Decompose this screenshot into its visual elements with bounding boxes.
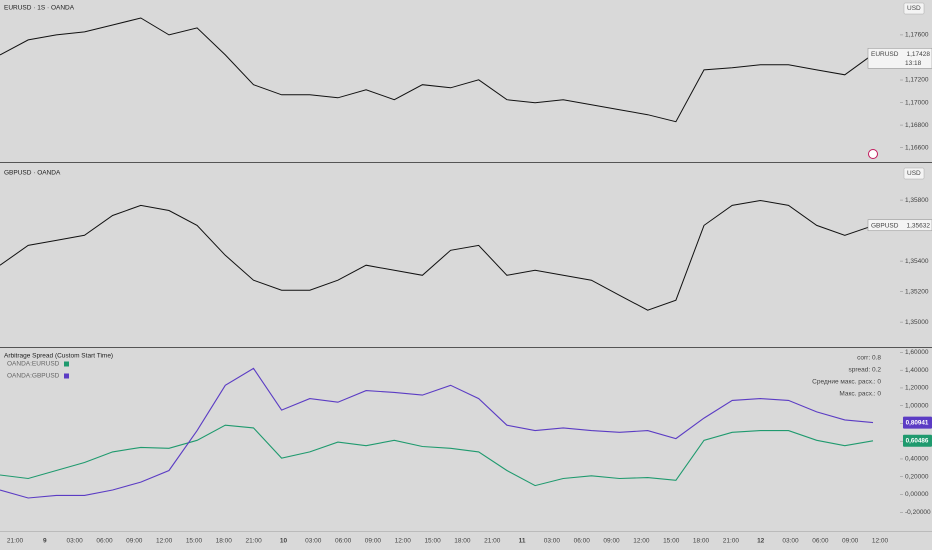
x-tick-label: 03:00 [544, 538, 561, 545]
x-tick-label: 06:00 [96, 538, 113, 545]
x-tick-label: 21:00 [723, 538, 740, 545]
series-line [0, 199, 874, 311]
stat-line: spread: 0.2 [848, 367, 881, 374]
x-tick-label: 09:00 [365, 538, 382, 545]
price-tag-value: 1,35632 [907, 222, 931, 229]
x-tick-label: 12:00 [872, 538, 889, 545]
x-tick-label: 21:00 [484, 538, 501, 545]
price-tag-value: 1,17428 [907, 51, 931, 58]
x-tick-label: 9 [43, 538, 47, 545]
pane-title: Arbitrage Spread (Custom Start Time) [4, 353, 113, 360]
x-tick-label: 10 [280, 538, 288, 545]
x-tick-label: 09:00 [842, 538, 859, 545]
y-tick-label: 1,17000 [905, 99, 929, 106]
y-tick-label: 1,17200 [905, 77, 929, 84]
y-tick-label: 0,00000 [905, 491, 929, 498]
y-tick-label: 0,40000 [905, 456, 929, 463]
y-tick-label: 1,17600 [905, 32, 929, 39]
x-tick-label: 09:00 [126, 538, 143, 545]
price-tag-box [867, 48, 932, 69]
stat-line: Средние макс. расх.: 0 [812, 379, 881, 386]
series-line [0, 367, 874, 499]
y-tick-label: 0,20000 [905, 473, 929, 480]
price-tag-box [903, 434, 932, 447]
y-tick-label: 1,60000 [905, 349, 929, 356]
currency-button[interactable] [903, 167, 925, 180]
price-tag-symbol: GBPUSD [871, 222, 899, 229]
currency-button-label[interactable]: USD [907, 5, 921, 12]
x-tick-label: 11 [519, 538, 526, 545]
y-tick-label: 1,35400 [905, 258, 929, 265]
x-tick-label: 06:00 [335, 538, 352, 545]
y-tick-label: 1,40000 [905, 367, 929, 374]
legend-label: OANDA:EURUSD [7, 361, 60, 368]
price-tag-box [867, 219, 932, 232]
x-tick-label: 18:00 [693, 538, 710, 545]
x-tick-label: 21:00 [245, 538, 262, 545]
price-tag-countdown: 13:18 [905, 60, 922, 67]
x-tick-label: 06:00 [812, 538, 829, 545]
event-icon[interactable] [868, 149, 878, 159]
legend-swatch [64, 373, 69, 379]
price-tag-box [903, 416, 932, 429]
currency-button[interactable] [903, 2, 925, 15]
currency-button-label[interactable]: USD [907, 170, 921, 177]
stat-line: corr: 0.8 [857, 355, 881, 362]
series-line [0, 17, 874, 123]
legend-label: OANDA:GBPUSD [7, 373, 60, 380]
y-tick-label: 1,35000 [905, 319, 929, 326]
x-tick-label: 12 [757, 538, 765, 545]
x-tick-label: 12:00 [156, 538, 173, 545]
x-tick-label: 09:00 [603, 538, 620, 545]
x-tick-label: 15:00 [186, 538, 203, 545]
pane-title: GBPUSD · OANDA [4, 170, 61, 177]
series-line [0, 424, 874, 487]
y-tick-label: -0,20000 [905, 509, 931, 516]
y-tick-label: 1,20000 [905, 385, 929, 392]
y-tick-label: 1,35200 [905, 288, 929, 295]
x-tick-label: 12:00 [395, 538, 412, 545]
x-tick-label: 03:00 [305, 538, 322, 545]
x-tick-label: 18:00 [454, 538, 471, 545]
x-tick-label: 15:00 [663, 538, 680, 545]
x-tick-label: 18:00 [216, 538, 233, 545]
y-tick-label: 1,16600 [905, 144, 929, 151]
y-tick-label: 1,16800 [905, 122, 929, 129]
stat-line: Макс. расх.: 0 [839, 391, 881, 398]
pane-title: EURUSD · 1S · OANDA [4, 5, 75, 12]
price-tag-symbol: EURUSD [871, 51, 899, 58]
price-tag-value: 0,60486 [906, 437, 929, 444]
x-tick-label: 06:00 [574, 538, 591, 545]
x-tick-label: 15:00 [424, 538, 441, 545]
y-tick-label: 1,35800 [905, 197, 929, 204]
x-tick-label: 03:00 [782, 538, 799, 545]
legend-swatch [64, 361, 69, 367]
x-tick-label: 12:00 [633, 538, 650, 545]
x-tick-label: 03:00 [67, 538, 84, 545]
x-tick-label: 21:00 [7, 538, 24, 545]
price-tag-value: 0,80941 [906, 419, 929, 426]
y-tick-label: 1,00000 [905, 402, 929, 409]
